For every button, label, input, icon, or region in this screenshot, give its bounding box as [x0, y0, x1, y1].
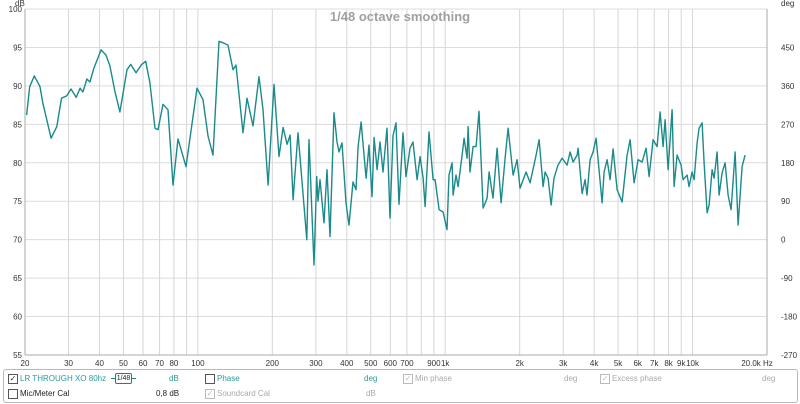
y-axis-unit-right: deg	[781, 0, 794, 8]
y-right-tick-label: 360	[781, 82, 795, 91]
measurement-unit: dB	[169, 374, 179, 383]
measurement-checkbox[interactable]: ✓	[8, 374, 18, 384]
frequency-response-trace	[25, 40, 746, 266]
x-tick-label: 6k	[633, 359, 642, 366]
y-tick-label: 55	[13, 351, 22, 360]
mic-cal-checkbox[interactable]	[8, 389, 18, 399]
x-tick-label: 300	[309, 359, 323, 366]
x-tick-label: 30	[64, 359, 73, 366]
y-tick-label: 70	[13, 236, 22, 245]
y-tick-label: 100	[9, 5, 23, 14]
x-tick-label: 8k	[664, 359, 673, 366]
y-tick-label: 95	[13, 43, 22, 52]
x-tick-label: 900	[427, 359, 441, 366]
y-tick-label: 60	[13, 313, 22, 322]
x-tick-label: 4k	[590, 359, 599, 366]
x-tick-label: 20	[21, 359, 30, 366]
y-tick-label: 90	[13, 82, 22, 91]
x-tick-label: 50	[119, 359, 128, 366]
x-tick-label: 20,0k Hz	[741, 359, 773, 366]
min-phase-unit: deg	[564, 374, 578, 383]
smoothing-icon[interactable]: 1/48	[111, 373, 136, 384]
y-axis-unit-left: dB	[15, 0, 25, 8]
y-right-tick-label: 90	[781, 197, 790, 206]
y-tick-label: 85	[13, 120, 22, 129]
excess-phase-unit: deg	[762, 374, 776, 383]
phase-label: Phase	[217, 374, 240, 383]
y-right-tick-label: 0	[781, 236, 786, 245]
soundcard-cal-unit: dB	[366, 389, 376, 398]
x-tick-label: 70	[155, 359, 164, 366]
min-phase-checkbox[interactable]: ✓	[403, 374, 413, 384]
x-tick-label: 40	[95, 359, 104, 366]
soundcard-cal-checkbox[interactable]: ✓	[205, 389, 215, 399]
y-right-tick-label: -90	[781, 274, 793, 283]
chart-title: 1/48 octave smoothing	[330, 9, 470, 24]
y-right-tick-label: 180	[781, 159, 795, 168]
x-tick-label: 200	[266, 359, 280, 366]
y-tick-label: 75	[13, 197, 22, 206]
y-right-tick-label: 270	[781, 120, 795, 129]
y-tick-label: 80	[13, 159, 22, 168]
frequency-response-chart: 55 60 65 70 75 80 85 90 95 100 20 30 40 50 60 70 80 100 20…	[9, 0, 798, 366]
excess-phase-checkbox[interactable]: ✓	[600, 374, 610, 384]
plot-area	[25, 9, 767, 355]
phase-unit: deg	[364, 374, 378, 383]
x-tick-label: 1k	[441, 359, 450, 366]
measurement-name[interactable]: LR THROUGH XO 80hz	[20, 374, 107, 383]
y-right-tick-label: 450	[781, 43, 795, 52]
x-tick-label: 700	[400, 359, 414, 366]
x-tick-label: 500	[364, 359, 378, 366]
x-tick-label: 600	[384, 359, 398, 366]
x-tick-label: 100	[191, 359, 205, 366]
x-tick-label: 60	[139, 359, 148, 366]
x-tick-label: 5k	[614, 359, 623, 366]
x-tick-label: 80	[169, 359, 178, 366]
x-tick-label: 400	[340, 359, 354, 366]
soundcard-cal-label: Soundcard Cal	[217, 389, 270, 398]
mic-cal-label: Mic/Meter Cal	[20, 389, 70, 398]
min-phase-label: Min phase	[415, 374, 452, 383]
legend-panel: ✓ LR THROUGH XO 80hz 1/48 dB Phase deg ✓…	[3, 369, 798, 403]
x-tick-label: 7k	[650, 359, 659, 366]
mic-cal-value: 0,8 dB	[156, 389, 180, 398]
x-tick-label: 3k	[559, 359, 568, 366]
x-tick-label: 2k	[515, 359, 524, 366]
x-tick-label: 10k	[686, 359, 700, 366]
y-right-tick-label: -180	[781, 313, 798, 322]
y-right-tick-label: -270	[781, 351, 798, 360]
phase-checkbox[interactable]	[205, 374, 215, 384]
x-tick-label: 9k	[677, 359, 686, 366]
y-tick-label: 65	[13, 274, 22, 283]
excess-phase-label: Excess phase	[612, 374, 662, 383]
